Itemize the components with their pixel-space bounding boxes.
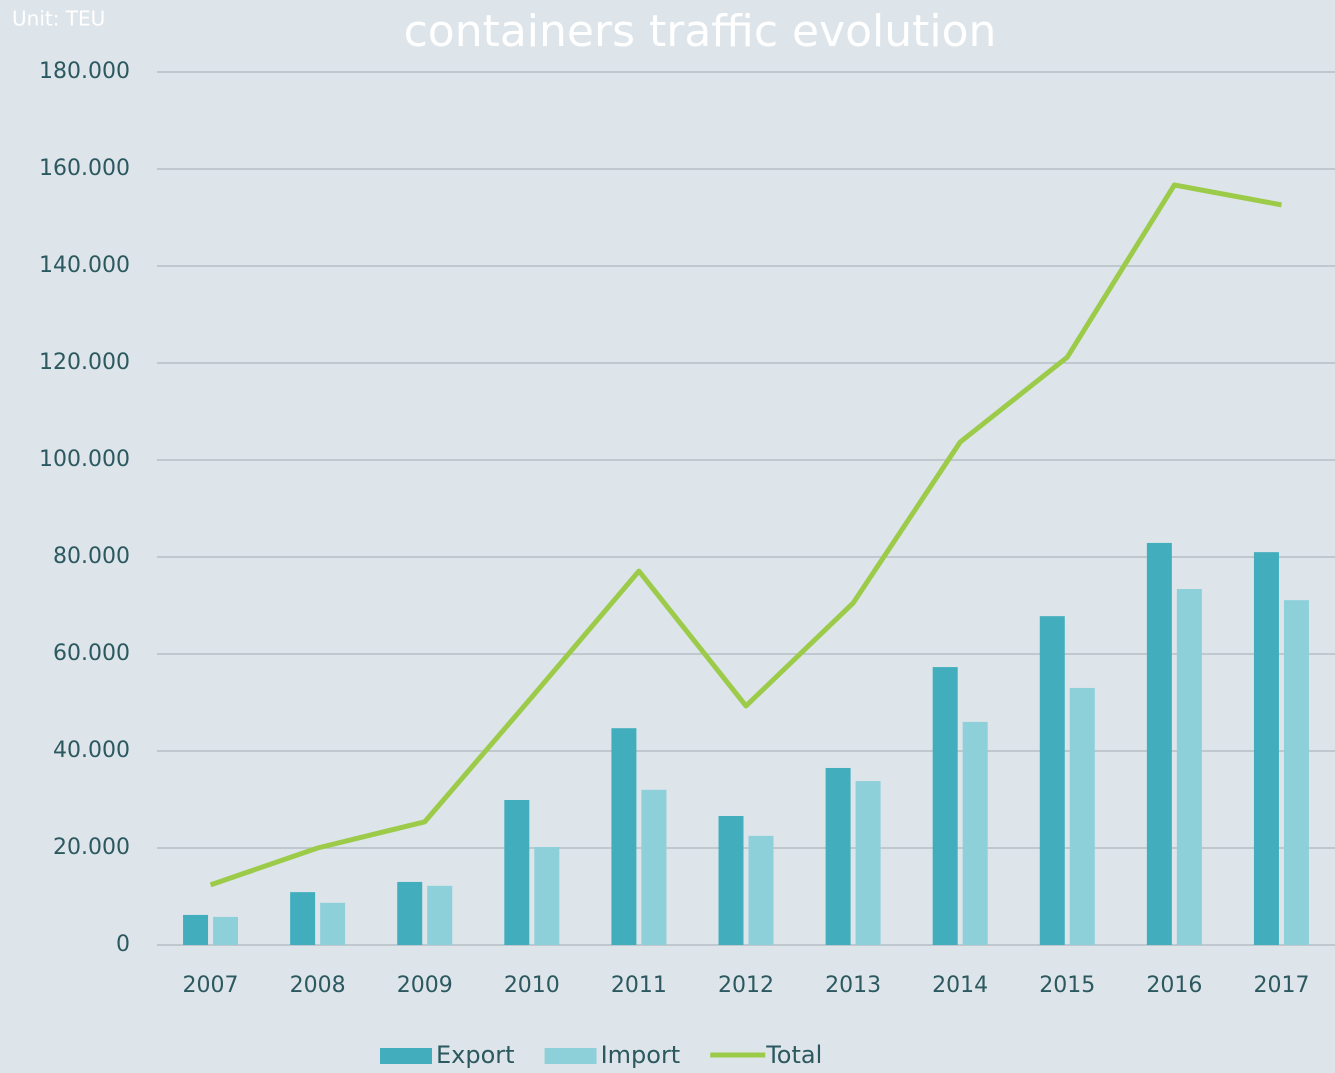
- bar: [1039, 616, 1065, 945]
- y-tick-label: 60.000: [53, 641, 130, 666]
- bar: [611, 728, 637, 945]
- bar: [855, 781, 881, 945]
- legend-label: Export: [436, 1041, 515, 1069]
- legend-swatch: [380, 1048, 432, 1064]
- legend-label: Import: [601, 1041, 681, 1069]
- x-tick-label: 2017: [1253, 973, 1309, 998]
- x-tick-label: 2016: [1146, 973, 1202, 998]
- y-tick-label: 180.000: [39, 59, 130, 84]
- x-tick-label: 2013: [825, 973, 881, 998]
- bar: [320, 902, 346, 945]
- bar: [1283, 600, 1309, 945]
- y-tick-label: 40.000: [53, 738, 130, 763]
- chart-title: containers traffic evolution: [404, 6, 997, 57]
- bar: [1146, 542, 1172, 945]
- x-tick-label: 2015: [1039, 973, 1095, 998]
- bar: [397, 881, 423, 945]
- bar: [290, 892, 316, 945]
- y-tick-label: 140.000: [39, 253, 130, 278]
- y-tick-label: 120.000: [39, 350, 130, 375]
- y-tick-label: 80.000: [53, 544, 130, 569]
- legend-swatch: [544, 1048, 597, 1064]
- bar: [213, 916, 239, 945]
- line: [209, 182, 1282, 888]
- bar: [1176, 589, 1202, 945]
- x-tick-label: 2009: [397, 973, 453, 998]
- bar: [1253, 552, 1279, 945]
- bar: [825, 767, 851, 945]
- y-tick-label: 160.000: [39, 156, 130, 181]
- x-tick-label: 2012: [718, 973, 774, 998]
- y-tick-label: 0: [116, 932, 130, 957]
- unit-label: Unit: TEU: [12, 7, 105, 31]
- bar: [427, 885, 453, 945]
- bar: [504, 799, 530, 945]
- bar: [641, 789, 667, 945]
- bar: [962, 721, 988, 945]
- bar: [1069, 687, 1095, 945]
- bar: [932, 667, 958, 945]
- x-tick-label: 2014: [932, 973, 988, 998]
- bar: [183, 914, 209, 945]
- x-tick-label: 2007: [183, 973, 239, 998]
- bar: [534, 847, 560, 945]
- x-tick-label: 2010: [504, 973, 560, 998]
- x-tick-label: 2011: [611, 973, 667, 998]
- bar: [748, 835, 774, 945]
- y-tick-label: 20.000: [53, 835, 130, 860]
- legend-label: Total: [765, 1041, 822, 1069]
- bar: [718, 815, 744, 945]
- x-tick-label: 2008: [290, 973, 346, 998]
- y-tick-label: 100.000: [39, 447, 130, 472]
